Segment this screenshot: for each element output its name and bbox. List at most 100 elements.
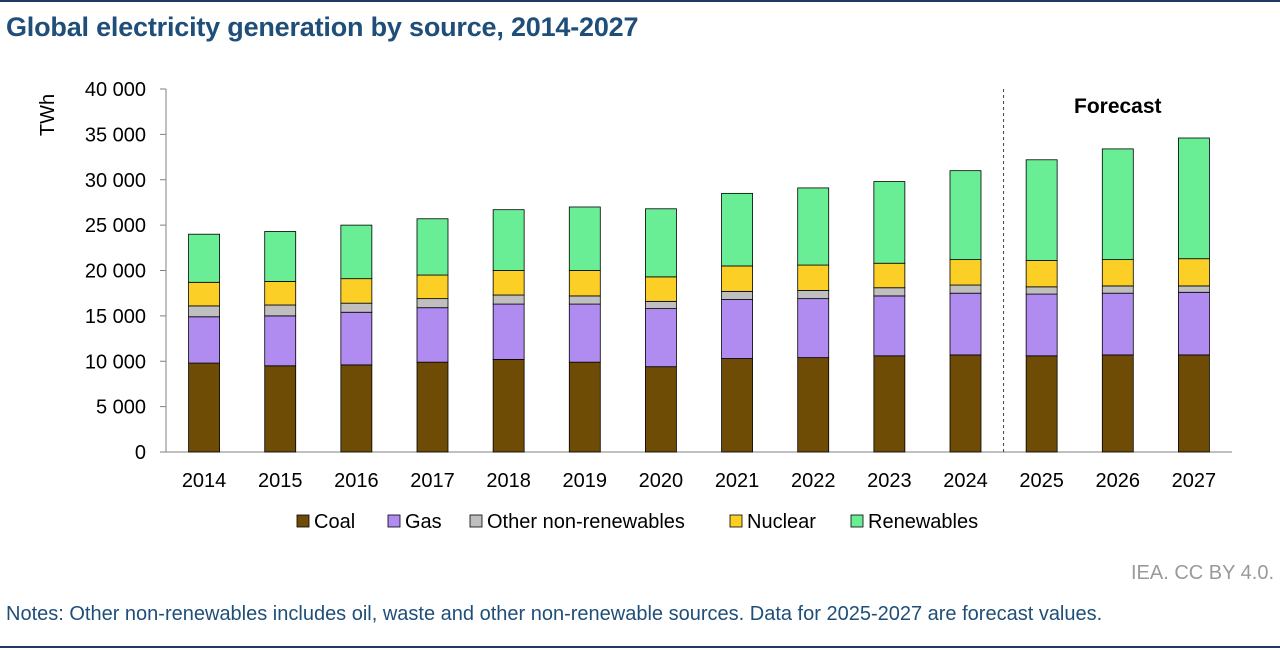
bar-segment <box>645 300 677 310</box>
bar-segment <box>949 354 982 453</box>
x-tick-label: 2017 <box>410 470 455 492</box>
bar-segment <box>873 181 906 264</box>
legend-label: Nuclear <box>747 511 816 533</box>
legend-label: Renewables <box>868 511 978 533</box>
y-axis-label: TWh <box>37 94 59 136</box>
bar-segment <box>416 361 449 453</box>
bar-segment <box>797 264 830 291</box>
bar-segment <box>416 298 449 309</box>
y-tick-label: 20 000 <box>85 261 146 283</box>
legend: Coal Gas Other non-renewables Nuclear Renewa… <box>296 511 978 533</box>
x-tick-label: 2025 <box>1019 470 1064 492</box>
bar-segment <box>645 276 677 302</box>
bar-segment <box>1025 355 1058 453</box>
bar-segment <box>568 206 601 271</box>
y-tick-label: 5 000 <box>96 397 146 419</box>
bar-segment <box>568 303 601 363</box>
bar-segment <box>797 290 830 300</box>
bar-segment <box>797 187 830 266</box>
bar-segment <box>1178 258 1210 287</box>
bar-segment <box>340 224 373 280</box>
bar-segment <box>568 361 601 453</box>
legend-swatch <box>387 514 401 528</box>
bar-segment <box>1025 286 1058 295</box>
bar-segment <box>264 280 297 306</box>
bar-segment <box>264 315 297 367</box>
bar-segment <box>492 209 525 271</box>
bar-segment <box>721 358 753 453</box>
x-tick-label: 2018 <box>486 470 531 492</box>
bar-segment <box>721 299 753 359</box>
legend-label: Other non-renewables <box>487 511 685 533</box>
bar-segment <box>873 262 906 289</box>
bar-segment <box>264 304 297 317</box>
bar-segment <box>188 233 220 283</box>
bar-segment <box>492 359 525 453</box>
bar-segment <box>1178 291 1210 356</box>
bar-segment <box>340 364 373 453</box>
y-tick-label: 35 000 <box>85 124 146 146</box>
x-tick-label: 2015 <box>258 470 303 492</box>
bar-segment <box>264 365 297 453</box>
bar-segment <box>645 308 677 368</box>
y-tick-label: 30 000 <box>85 170 146 192</box>
y-tick-label: 40 000 <box>85 79 146 101</box>
bar-segment <box>645 208 677 278</box>
bar-segment <box>1101 354 1134 453</box>
bar-segment <box>340 302 373 313</box>
bar-segment <box>188 362 220 453</box>
bar-segment <box>873 287 906 297</box>
x-tick-label: 2014 <box>182 470 227 492</box>
top-rule <box>0 0 1280 2</box>
bar-segment <box>949 170 982 261</box>
x-tick-label: 2021 <box>715 470 760 492</box>
bar-segment <box>1025 260 1058 288</box>
bar-segment <box>1101 148 1134 261</box>
bar-segment <box>721 290 753 300</box>
bar-segment <box>873 295 906 357</box>
x-tick-label: 2024 <box>943 470 988 492</box>
bar-segment <box>797 298 830 359</box>
bar-segment <box>949 292 982 356</box>
bar-segment <box>645 366 677 453</box>
bar-segment <box>188 316 220 364</box>
bar-segment <box>340 311 373 366</box>
legend-swatch <box>729 514 743 528</box>
bar-segment <box>1025 159 1058 261</box>
bar-segment <box>492 303 525 360</box>
bar-segment <box>492 270 525 296</box>
bar-segment <box>1178 285 1210 293</box>
bar-segment <box>1178 137 1210 260</box>
bar-segment <box>188 281 220 307</box>
y-tick-label: 0 <box>135 442 146 464</box>
y-tick-label: 10 000 <box>85 351 146 373</box>
bar-segment <box>188 305 220 318</box>
bar-segment <box>416 274 449 300</box>
x-tick-label: 2019 <box>563 470 608 492</box>
legend-label: Coal <box>314 511 355 533</box>
legend-label: Gas <box>405 511 442 533</box>
bar-segment <box>340 278 373 304</box>
x-tick-label: 2027 <box>1172 470 1217 492</box>
bar-segment <box>568 295 601 305</box>
notes-text: Notes: Other non-renewables includes oil… <box>6 603 1103 625</box>
bar-segment <box>949 284 982 294</box>
legend-swatch <box>850 514 864 528</box>
forecast-annotation: Forecast <box>1074 95 1162 118</box>
bar-segment <box>492 294 525 305</box>
bar-segment <box>873 355 906 453</box>
x-tick-label: 2026 <box>1096 470 1141 492</box>
bar-segment <box>416 307 449 363</box>
bar-segment <box>264 231 297 282</box>
legend-swatch <box>296 514 310 528</box>
bar-segment <box>797 357 830 453</box>
bottom-rule <box>0 646 1280 648</box>
bars <box>188 137 1210 453</box>
bar-segment <box>1025 293 1058 357</box>
x-tick-label: 2022 <box>791 470 836 492</box>
bar-segment <box>949 259 982 286</box>
bar-segment <box>1101 292 1134 356</box>
x-tick-label: 2023 <box>867 470 912 492</box>
legend-swatch <box>469 514 483 528</box>
bar-segment <box>568 270 601 297</box>
